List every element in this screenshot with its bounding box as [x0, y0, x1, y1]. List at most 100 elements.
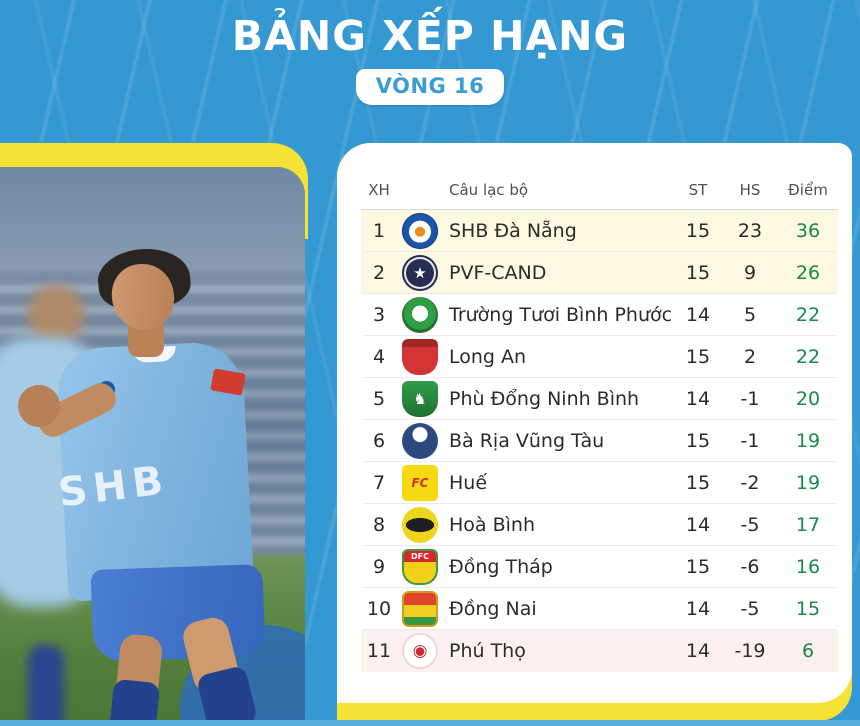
page-title: BẢNG XẾP HẠNG — [231, 12, 629, 60]
goal-diff-cell: -1 — [740, 388, 760, 410]
table-row: 10 Đồng Nai 14 -5 15 — [361, 588, 838, 630]
table-header-row: XH Câu lạc bộ ST HS Điểm — [361, 171, 838, 210]
photo-shape — [28, 645, 64, 720]
goal-diff-cell: -19 — [734, 640, 766, 662]
club-logo — [402, 423, 438, 459]
player-photo: SHB — [0, 167, 305, 720]
club-logo: ♞ — [402, 381, 438, 417]
club-logo — [402, 297, 438, 333]
table-row: 8 Hoà Bình 14 -5 17 — [361, 504, 838, 546]
goal-diff-cell: 2 — [743, 346, 757, 368]
col-header-matches: ST — [688, 181, 708, 199]
rank-cell: 10 — [366, 598, 392, 620]
table-row: 7 FC Huế 15 -2 19 — [361, 462, 838, 504]
club-name: Phù Đổng Ninh Bình — [449, 388, 640, 410]
bottom-accent-strip — [0, 720, 860, 726]
matches-cell: 15 — [685, 346, 711, 368]
matches-cell: 15 — [685, 472, 711, 494]
table-row: 3 Trường Tươi Bình Phước 14 5 22 — [361, 294, 838, 336]
club-name: SHB Đà Nẵng — [449, 220, 577, 242]
table-row: 2 ★ PVF-CAND 15 9 26 — [361, 252, 838, 294]
club-logo — [402, 507, 438, 543]
club-name: Long An — [449, 346, 527, 368]
photo-shape — [109, 678, 161, 720]
standings-panel: XH Câu lạc bộ ST HS Điểm 1 SHB Đà Nẵng 1… — [337, 143, 852, 721]
matches-cell: 14 — [685, 388, 711, 410]
club-name: Huế — [449, 472, 488, 494]
goal-diff-cell: -5 — [740, 514, 760, 536]
table-row: 5 ♞ Phù Đổng Ninh Bình 14 -1 20 — [361, 378, 838, 420]
goal-diff-cell: 23 — [737, 220, 763, 242]
club-logo-glyph: ♞ — [413, 389, 427, 408]
col-header-goaldiff: HS — [739, 181, 761, 199]
club-logo — [402, 213, 438, 249]
table-row: 1 SHB Đà Nẵng 15 23 36 — [361, 210, 838, 252]
rank-cell: 5 — [372, 388, 386, 410]
points-cell: 20 — [795, 388, 821, 410]
club-logo: FC — [402, 465, 438, 501]
standings-card: XH Câu lạc bộ ST HS Điểm 1 SHB Đà Nẵng 1… — [337, 143, 852, 703]
club-logo-glyph: ★ — [413, 263, 427, 282]
col-header-club: Câu lạc bộ — [449, 181, 529, 199]
rank-cell: 11 — [366, 640, 392, 662]
matches-cell: 14 — [685, 598, 711, 620]
rank-cell: 4 — [372, 346, 386, 368]
club-logo-glyph: ◉ — [412, 640, 428, 661]
rank-cell: 9 — [372, 556, 386, 578]
table-row: 6 Bà Rịa Vũng Tàu 15 -1 19 — [361, 420, 838, 462]
rank-cell: 6 — [372, 430, 386, 452]
rank-cell: 8 — [372, 514, 386, 536]
matches-cell: 14 — [685, 514, 711, 536]
points-cell: 16 — [795, 556, 821, 578]
goal-diff-cell: -2 — [740, 472, 760, 494]
photo-shape — [28, 285, 84, 345]
club-name: Đồng Tháp — [449, 556, 553, 578]
points-cell: 19 — [795, 430, 821, 452]
club-name: Phú Thọ — [449, 640, 526, 662]
goal-diff-cell: -6 — [740, 556, 760, 578]
points-cell: 17 — [795, 514, 821, 536]
club-name: PVF-CAND — [449, 262, 547, 284]
rank-cell: 2 — [372, 262, 386, 284]
goal-diff-cell: 5 — [743, 304, 757, 326]
club-logo — [402, 591, 438, 627]
club-name: Hoà Bình — [449, 514, 535, 536]
club-logo — [402, 339, 438, 375]
table-row: 4 Long An 15 2 22 — [361, 336, 838, 378]
club-logo: ★ — [402, 255, 438, 291]
rank-cell: 1 — [372, 220, 386, 242]
points-cell: 15 — [795, 598, 821, 620]
rank-cell: 3 — [372, 304, 386, 326]
rank-cell: 7 — [372, 472, 386, 494]
club-name: Trường Tươi Bình Phước — [449, 304, 673, 326]
points-cell: 19 — [795, 472, 821, 494]
points-cell: 22 — [795, 346, 821, 368]
club-logo: DFC — [402, 549, 438, 585]
matches-cell: 15 — [685, 430, 711, 452]
col-header-rank: XH — [368, 181, 390, 199]
matches-cell: 15 — [685, 556, 711, 578]
goal-diff-cell: 9 — [743, 262, 757, 284]
points-cell: 6 — [801, 640, 815, 662]
header: BẢNG XẾP HẠNG VÒNG 16 — [0, 0, 860, 106]
photo-shape — [90, 564, 266, 662]
club-logo-glyph: DFC — [411, 552, 429, 561]
col-header-points: Điểm — [788, 181, 828, 199]
round-badge: VÒNG 16 — [355, 69, 505, 106]
club-name: Bà Rịa Vũng Tàu — [449, 430, 605, 452]
club-logo: ◉ — [402, 633, 438, 669]
points-cell: 36 — [795, 220, 821, 242]
goal-diff-cell: -1 — [740, 430, 760, 452]
club-logo-glyph: FC — [411, 476, 429, 490]
goal-diff-cell: -5 — [740, 598, 760, 620]
matches-cell: 15 — [685, 220, 711, 242]
photo-shape — [18, 385, 60, 427]
matches-cell: 15 — [685, 262, 711, 284]
table-row: 9 DFC Đồng Tháp 15 -6 16 — [361, 546, 838, 588]
club-name: Đồng Nai — [449, 598, 537, 620]
points-cell: 22 — [795, 304, 821, 326]
table-row: 11 ◉ Phú Thọ 14 -19 6 — [361, 630, 838, 672]
points-cell: 26 — [795, 262, 821, 284]
matches-cell: 14 — [685, 304, 711, 326]
